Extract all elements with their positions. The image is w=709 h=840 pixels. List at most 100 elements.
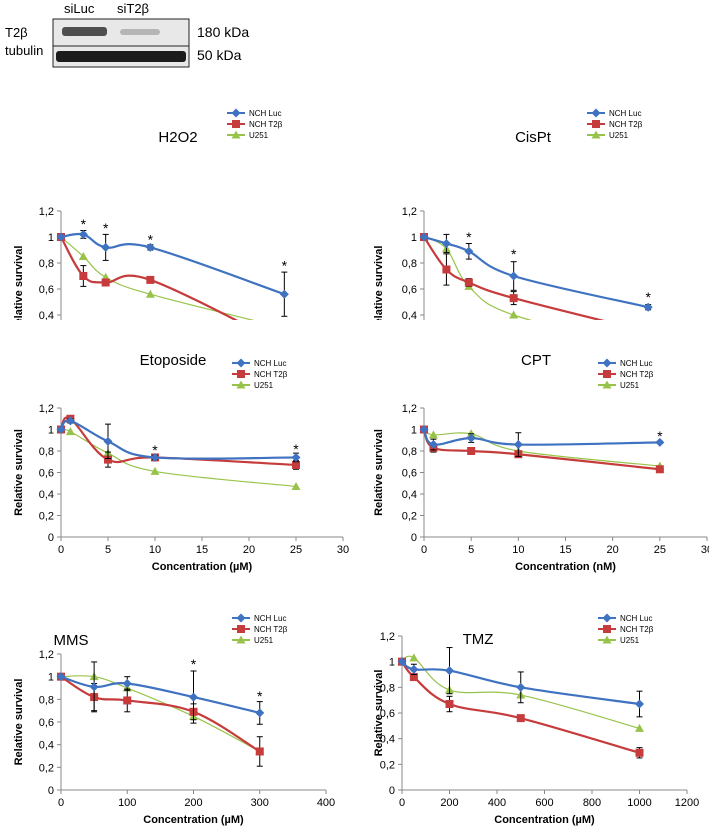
mms-legend-label-nch-luc: NCH Luc bbox=[254, 614, 286, 623]
etoposide-legend-marker-nch-t2 bbox=[237, 370, 245, 378]
etoposide-legend-label-nch-t2: NCH T2β bbox=[254, 370, 288, 379]
cpt-nch-t2-point-4 bbox=[655, 465, 664, 474]
etoposide-xtick-label-6: 30 bbox=[337, 544, 349, 556]
cispt-legend-label-u251: U251 bbox=[609, 131, 629, 140]
tmz-nch-t2-line bbox=[401, 660, 640, 754]
tmz-legend-marker-u251 bbox=[602, 635, 612, 644]
blot-band-tubulin bbox=[56, 51, 186, 62]
cpt-u251-point-1 bbox=[428, 430, 438, 439]
h2o2-ytick-label-4: 0,8 bbox=[39, 258, 54, 270]
cpt-u251-point-2 bbox=[466, 429, 476, 438]
cpt-xtick-label-3: 15 bbox=[559, 544, 571, 556]
etoposide-nch-t2-point-4 bbox=[292, 460, 300, 469]
h2o2-nch-t2-point-3 bbox=[146, 275, 155, 284]
etoposide-nch-luc-point-3 bbox=[150, 452, 160, 462]
tmz-legend-label-u251: U251 bbox=[620, 636, 640, 645]
cpt-xtick-label-6: 30 bbox=[701, 544, 709, 556]
chart-panel-mms: 0 0,2 0,4 0,6 0,8 1 1,2 0 100 200 300 400 Concentrat… bbox=[0, 608, 350, 840]
cpt-significance-star-0: * bbox=[657, 428, 663, 444]
tmz-ytick-label-4: 0,8 bbox=[380, 682, 395, 694]
cpt-legend-marker-nch-t2 bbox=[603, 370, 611, 378]
tmz-y-axis-label: Relative survival bbox=[373, 670, 385, 757]
cispt-y-axis-label: Relative survival bbox=[373, 246, 385, 320]
tmz-x-axis-label: Concentration (µM) bbox=[494, 814, 595, 826]
chart-panel-h2o2: 00,20,40,60,811,20100200300400500600Conc… bbox=[0, 95, 350, 403]
etoposide-title: Etoposide bbox=[140, 352, 207, 369]
cpt-nch-luc-line bbox=[422, 428, 660, 446]
cpt-ytick-label-6: 1,2 bbox=[402, 403, 417, 415]
tmz-u251-point-4 bbox=[635, 723, 644, 732]
mms-x-axis-label: Concentration (µM) bbox=[143, 814, 244, 826]
cispt-nch-luc-point-3 bbox=[509, 271, 519, 281]
cispt-significance-star-2: * bbox=[645, 289, 651, 305]
cispt-ytick-label-2: 0,4 bbox=[402, 310, 417, 320]
mms-ytick-label-1: 0,2 bbox=[39, 762, 54, 774]
tmz-ytick-label-5: 1 bbox=[389, 657, 395, 669]
cpt-xtick-label-5: 25 bbox=[654, 544, 666, 556]
h2o2-nch-luc-line bbox=[60, 232, 285, 296]
cispt-significance-star-0: * bbox=[466, 229, 472, 245]
mms-xtick-label-3: 300 bbox=[251, 797, 269, 809]
mms-legend-label-u251: U251 bbox=[254, 636, 274, 645]
tmz-nch-luc-point-3 bbox=[516, 682, 526, 692]
mms-nch-luc-point-3 bbox=[189, 692, 198, 702]
cispt-nch-t2-point-3 bbox=[509, 294, 518, 303]
etoposide-nch-luc-line bbox=[60, 419, 297, 460]
mms-significance-star-1: * bbox=[257, 688, 263, 704]
tmz-ytick-label-6: 1,2 bbox=[380, 631, 395, 643]
cispt-ytick-label-4: 0,8 bbox=[402, 258, 417, 270]
tmz-xtick-label-2: 400 bbox=[488, 797, 506, 809]
etoposide-xtick-label-2: 10 bbox=[149, 544, 161, 556]
etoposide-nch-t2-point-2 bbox=[104, 455, 112, 464]
etoposide-u251-point-3 bbox=[150, 466, 160, 475]
blot-band-t2b-sit2b bbox=[120, 29, 160, 35]
chart-h2o2: 00,20,40,60,811,20100200300400500600Conc… bbox=[13, 108, 338, 403]
chart-panel-tmz: 0 0,2 0,4 0,6 0,8 1 1,2 0 200 400 600 800 1000 1200 Co… bbox=[360, 608, 709, 840]
western-blot: siLuc siT2β T2β tubulin 180 kDa 50 kDa bbox=[0, 0, 260, 70]
mms-ytick-label-4: 0,8 bbox=[39, 694, 54, 706]
h2o2-y-axis-label: Relative survival bbox=[13, 246, 25, 320]
etoposide-ytick-label-3: 0,6 bbox=[39, 468, 54, 480]
h2o2-nch-t2-line bbox=[60, 236, 285, 346]
h2o2-ytick-label-6: 1,2 bbox=[39, 206, 54, 218]
cispt-nch-t2-point-1 bbox=[442, 265, 451, 274]
tmz-ytick-label-2: 0,4 bbox=[380, 734, 395, 746]
tmz-xtick-label-5: 1000 bbox=[627, 797, 651, 809]
tmz-nch-luc-point-4 bbox=[635, 699, 644, 709]
mms-nch-luc-point-2 bbox=[122, 678, 132, 688]
etoposide-xtick-label-0: 0 bbox=[58, 544, 64, 556]
etoposide-nch-luc-point-1 bbox=[65, 416, 75, 426]
cispt-nch-luc-point-2 bbox=[464, 246, 474, 256]
tmz-ytick-label-3: 0,6 bbox=[380, 708, 395, 720]
h2o2-title: H2O2 bbox=[158, 129, 197, 146]
h2o2-legend-marker-nch-luc bbox=[231, 108, 241, 118]
etoposide-significance-star-0: * bbox=[152, 442, 158, 458]
etoposide-ytick-label-4: 0,8 bbox=[39, 446, 54, 458]
tmz-nch-t2-point-3 bbox=[516, 714, 525, 723]
h2o2-nch-luc-point-1 bbox=[78, 229, 88, 239]
mms-ytick-label-0: 0 bbox=[48, 785, 54, 797]
etoposide-ytick-label-0: 0 bbox=[48, 532, 54, 544]
h2o2-significance-star-1: * bbox=[103, 220, 109, 236]
h2o2-nch-luc-point-3 bbox=[145, 242, 155, 252]
cispt-nch-luc-point-1 bbox=[441, 239, 451, 248]
chart-etoposide: 0 0,2 0,4 0,6 0,8 1 1,2 0 5 10 15 20 25 30 Concentrati… bbox=[13, 352, 349, 573]
cispt-legend-label-nch-t2: NCH T2β bbox=[609, 120, 643, 129]
tmz-nch-t2-point-4 bbox=[635, 748, 644, 757]
mms-xtick-label-1: 100 bbox=[118, 797, 136, 809]
mms-nch-luc-point-0 bbox=[56, 672, 66, 682]
cpt-nch-t2-line bbox=[422, 428, 660, 471]
tmz-xtick-label-0: 0 bbox=[399, 797, 405, 809]
etoposide-nch-luc-point-4 bbox=[291, 452, 301, 462]
cpt-legend-label-u251: U251 bbox=[620, 381, 640, 390]
cispt-nch-luc-line bbox=[423, 235, 649, 309]
cispt-legend-marker-nch-t2 bbox=[592, 120, 600, 128]
chart-mms: 0 0,2 0,4 0,6 0,8 1 1,2 0 100 200 300 400 Concentrat… bbox=[13, 613, 335, 826]
cispt-nch-t2-point-2 bbox=[464, 278, 473, 287]
cispt-nch-t2-line bbox=[423, 236, 649, 333]
tmz-nch-luc-point-1 bbox=[409, 664, 419, 674]
cispt-nch-luc-point-4 bbox=[643, 302, 653, 312]
etoposide-ytick-label-5: 1 bbox=[48, 425, 54, 437]
cispt-u251-point-3 bbox=[509, 310, 519, 319]
etoposide-ytick-label-2: 0,4 bbox=[39, 489, 54, 501]
